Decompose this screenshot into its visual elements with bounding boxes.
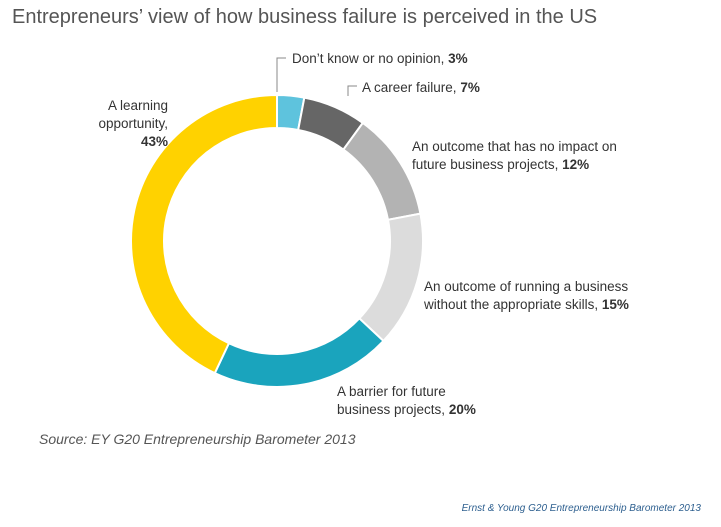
leader-career-failure [347,85,357,96]
source-note: Source: EY G20 Entrepreneurship Baromete… [39,431,356,447]
slice-no-skills [357,212,424,343]
donut-slices [130,93,424,388]
credit-note: Ernst & Young G20 Entrepreneurship Barom… [461,503,701,514]
slice-no-impact [342,121,422,221]
slice-label-barrier: A barrier for future business projects, … [337,384,476,417]
slice-learning [130,93,278,375]
slice-barrier [213,316,385,388]
slice-label-learning: A learning opportunity, 43% [98,98,168,149]
slice-label-dont-know: Don’t know or no opinion, 3% [292,51,468,66]
leader-lines [276,57,357,96]
slice-label-no-impact: An outcome that has no impact on future … [412,139,617,172]
chart-title: Entrepreneurs’ view of how business fail… [12,6,598,28]
slice-label-no-skills: An outcome of running a business without… [424,279,629,312]
leader-dont-know [276,57,286,92]
slice-label-career-failure: A career failure, 7% [362,80,480,95]
